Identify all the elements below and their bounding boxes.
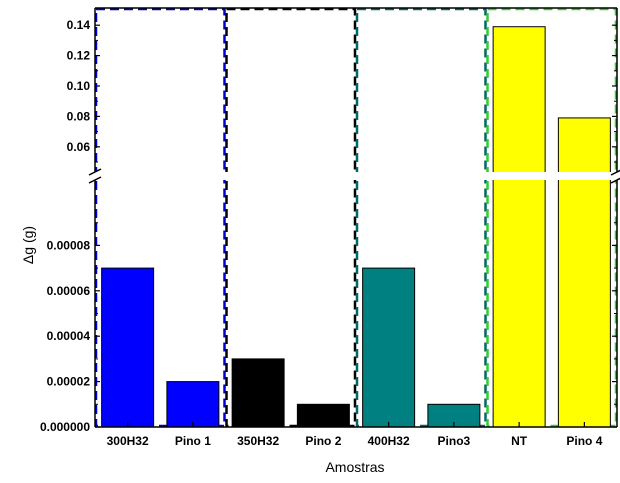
break-mark-left-2 — [88, 176, 102, 184]
bar-Pino 1 — [166, 381, 220, 428]
x-tick-label: 400H32 — [368, 434, 410, 448]
x-tick-label: Pino 1 — [175, 434, 211, 448]
y-tick-label-upper: 0.12 — [67, 49, 91, 63]
y-tick-label-lower: 0.00004 — [47, 329, 91, 343]
break-mark-left-1 — [88, 168, 102, 176]
y-axis-title: Δg (g) — [20, 226, 36, 264]
group-box-1 — [94, 7, 226, 428]
y-tick-label-upper: 0.14 — [67, 18, 91, 32]
break-mark-right-2 — [610, 177, 620, 184]
x-tick-label: 300H32 — [107, 434, 149, 448]
x-tick-label: Pino 4 — [566, 434, 602, 448]
x-tick-label: Pino 2 — [305, 434, 341, 448]
bar-Pino 4 — [557, 117, 611, 428]
y-tick-label-lower: 0.00006 — [47, 284, 91, 298]
tick-labels: 0.000000 0.00002 0.00004 0.00006 0.00008 0.06… — [40, 18, 603, 448]
y-tick-label-upper: 0.06 — [67, 140, 91, 154]
y-tick-label-upper: 0.10 — [67, 79, 91, 93]
bar-NT — [492, 26, 546, 428]
bar-350H32 — [231, 358, 285, 428]
bar-300H32 — [101, 267, 155, 428]
axes — [88, 7, 620, 428]
group-box-3 — [355, 7, 487, 428]
y-tick-label-lower: 0.00002 — [47, 375, 91, 389]
y-tick-label-lower: 0.00008 — [47, 238, 91, 252]
x-tick-label: Pino3 — [438, 434, 471, 448]
axis-break-gap — [93, 172, 619, 180]
group-boxes — [94, 7, 618, 428]
group-box-2 — [225, 7, 357, 428]
y-tick-label-lower: 0.000000 — [40, 420, 90, 434]
x-tick-label: 350H32 — [237, 434, 279, 448]
group-box-4 — [486, 7, 618, 428]
x-axis-title: Amostras — [325, 459, 384, 475]
bar-400H32 — [362, 267, 416, 428]
bars — [101, 26, 611, 428]
break-mark-right-1 — [610, 169, 620, 176]
x-tick-label: NT — [511, 434, 528, 448]
y-tick-label-upper: 0.08 — [67, 109, 91, 123]
